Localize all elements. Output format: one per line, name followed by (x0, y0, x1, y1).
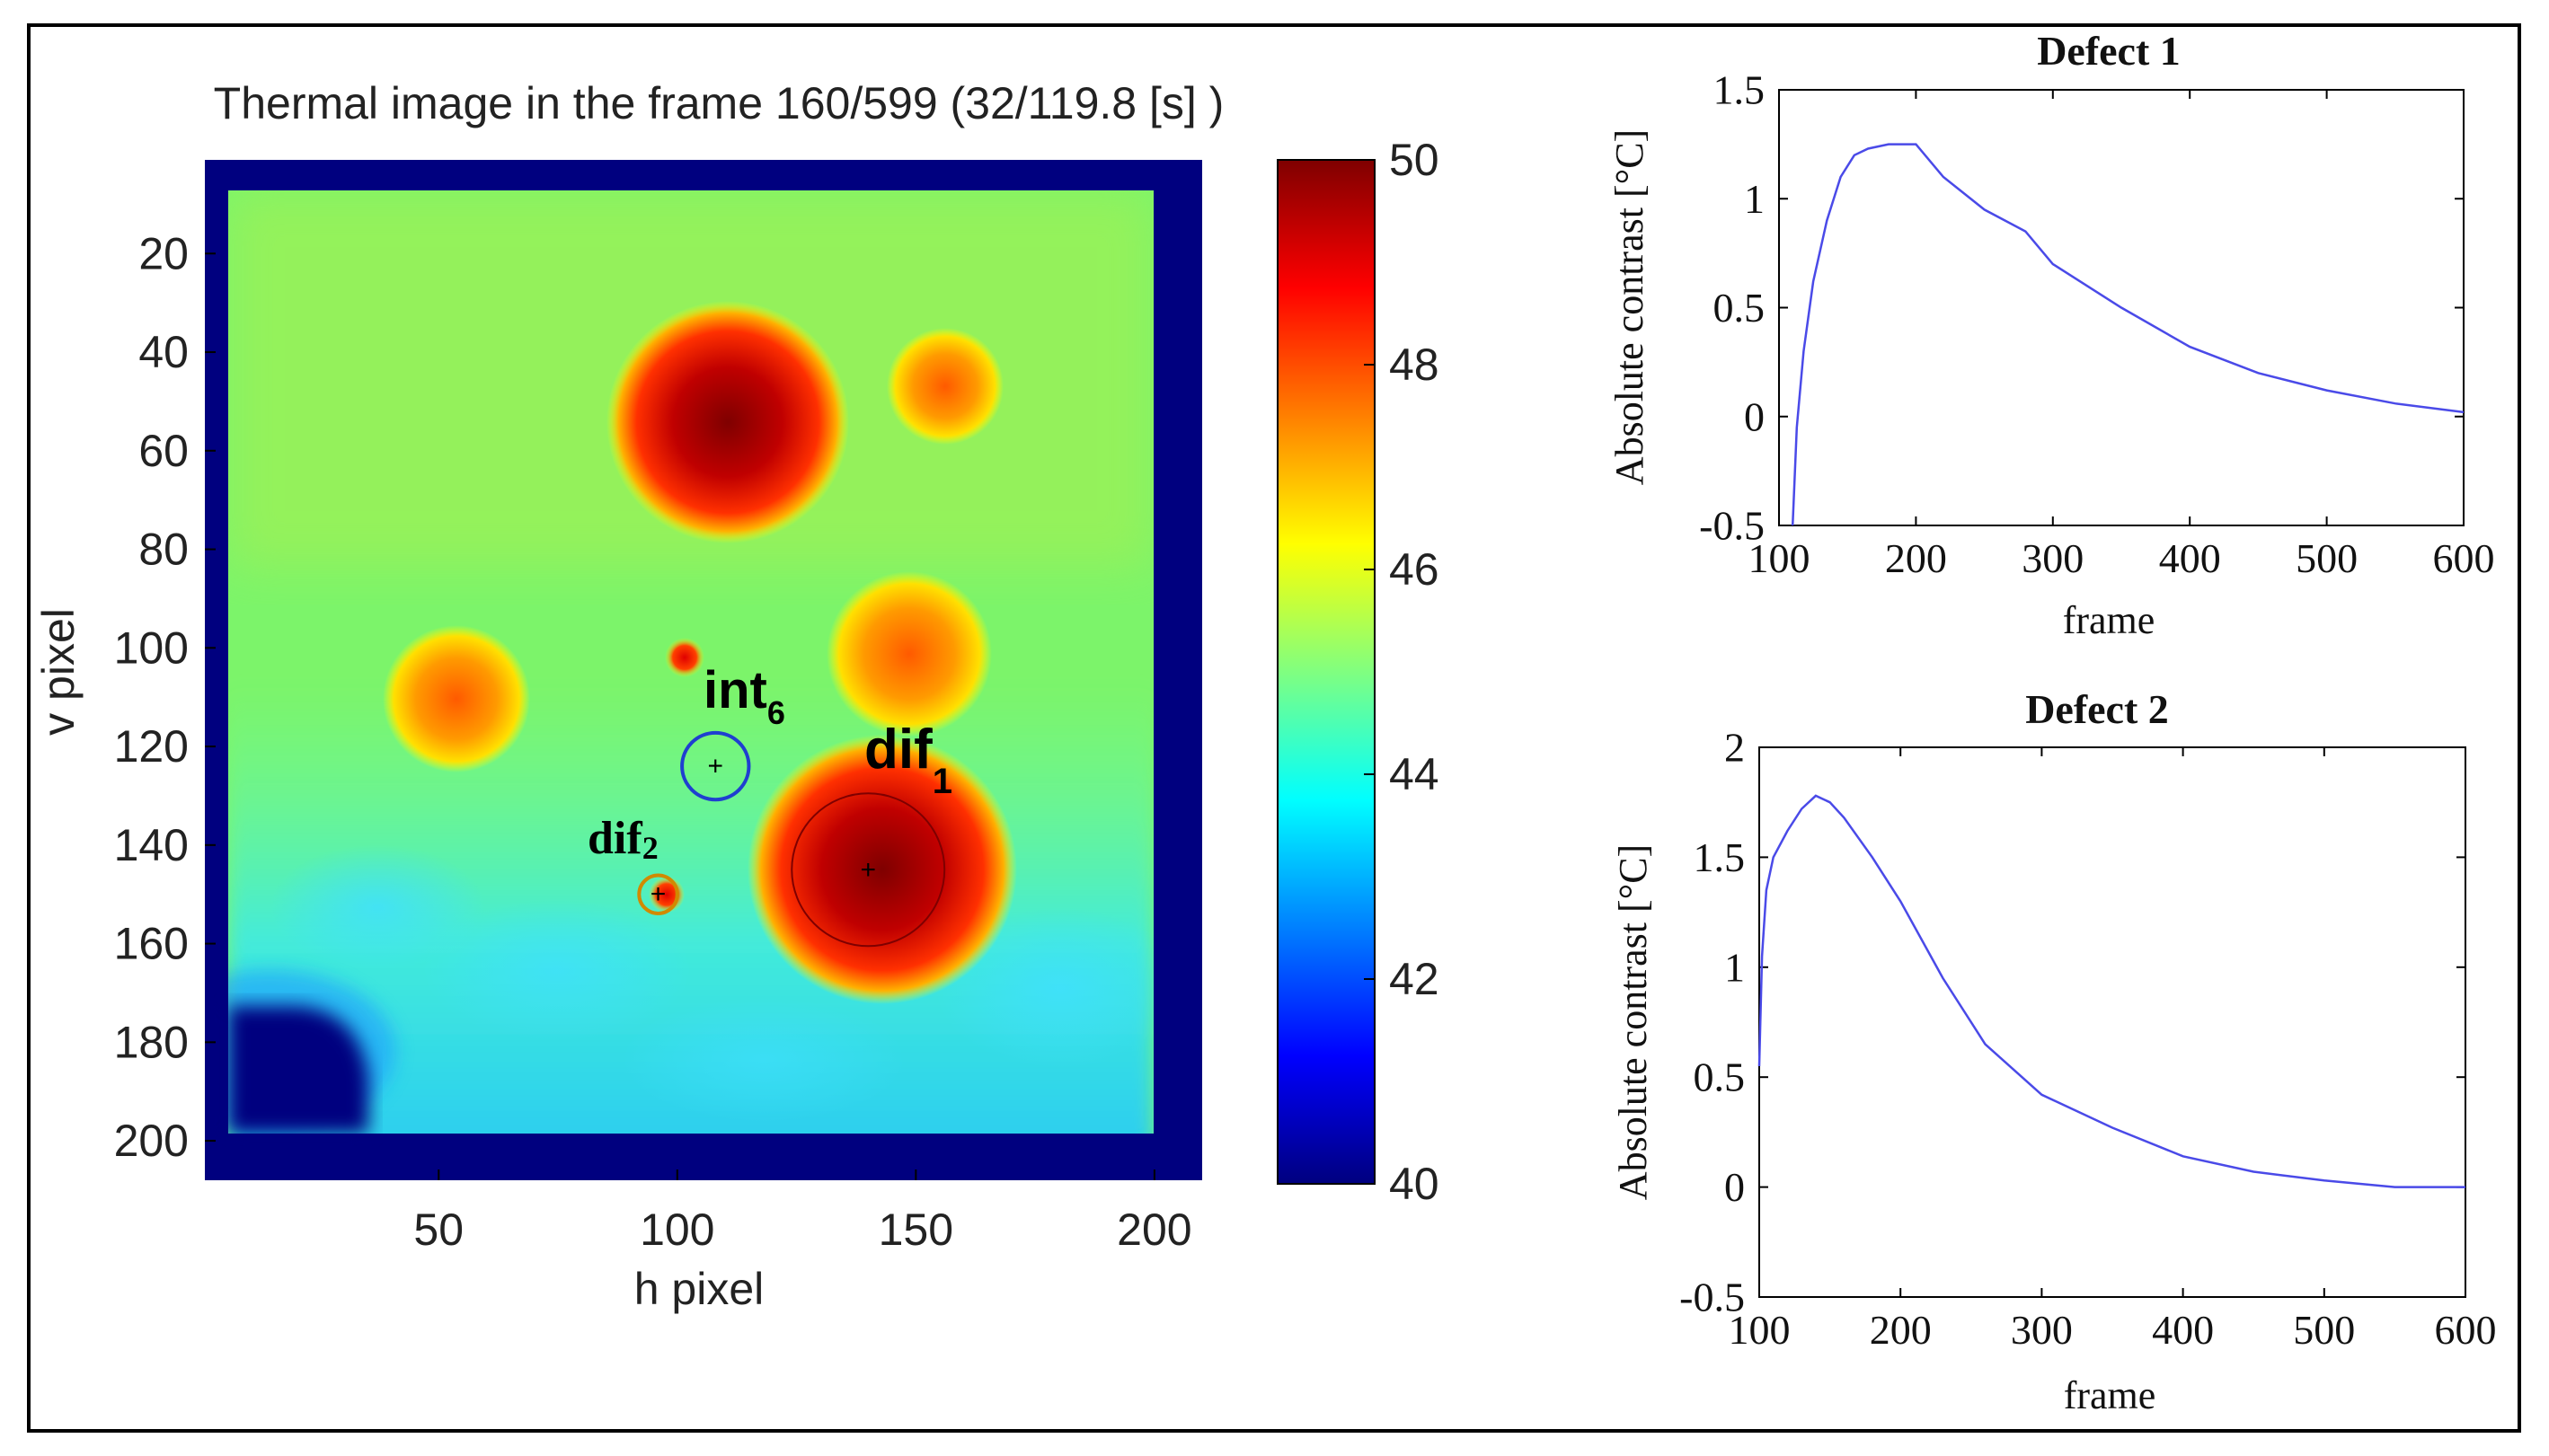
colorbar-tick-label: 50 (1389, 135, 1439, 185)
defect2-x-label: frame (2064, 1373, 2156, 1417)
thermal-y-tick-label: 180 (114, 1017, 189, 1067)
chart-y-tick-label: -0.5 (1699, 503, 1765, 549)
hot-spots (383, 301, 1017, 1004)
chart-x-tick-label: 300 (2011, 1307, 2073, 1353)
thermal-x-tick-label: 200 (1117, 1205, 1191, 1255)
chart-x-tick-label: 500 (2296, 535, 2358, 581)
colorbar-tick-label: 48 (1389, 340, 1439, 390)
roi-dif2-center: + (651, 879, 667, 909)
thermal-x-ticks: 50 100 150 200 (413, 1169, 1192, 1255)
chart-x-tick-label: 400 (2152, 1307, 2214, 1353)
roi-dif1-center: + (860, 855, 876, 885)
cold-corner (228, 1006, 368, 1134)
chart-y-tick-label: 0.5 (1713, 285, 1766, 331)
thermal-title: Thermal image in the frame 160/599 (32/1… (214, 78, 1225, 128)
label-dif2-sub: 2 (642, 830, 659, 866)
hot-spot-right (827, 571, 992, 737)
defect1-title: Defect 1 (2037, 28, 2181, 74)
thermal-y-label: v pixel (33, 608, 84, 736)
chart-y-tick-label: 1.5 (1694, 834, 1746, 880)
thermal-y-tick-label: 120 (114, 721, 189, 772)
colorbar: 50 48 46 44 42 40 (1277, 135, 1439, 1209)
thermal-y-tick-label: 140 (114, 820, 189, 870)
thermal-panel: Thermal image in the frame 160/599 (32/1… (33, 78, 1224, 1314)
thermal-y-tick-label: 160 (114, 919, 189, 969)
defect1-ticks: 100 200 300 400 500 600 1.5 1 0.5 0 -0.5 (1699, 67, 2494, 582)
chart-x-tick-label: 200 (1885, 535, 1947, 581)
colorbar-tick-label: 44 (1389, 749, 1439, 799)
defect2-y-label: Absolute contrast [°C] (1611, 844, 1655, 1200)
defect2-chart: Defect 2 100 200 300 400 500 600 2 1.5 1 0.5 0 -0.5… (1611, 686, 2497, 1417)
label-dif1-sub: 1 (933, 762, 952, 801)
thermal-y-tick-label: 200 (114, 1116, 189, 1166)
colorbar-tick-label: 42 (1389, 954, 1439, 1004)
roi-dif1-circle (791, 792, 946, 948)
chart-x-tick-label: 500 (2293, 1307, 2355, 1353)
thermal-x-tick-label: 100 (640, 1205, 714, 1255)
chart-y-tick-label: 1 (1744, 176, 1765, 222)
chart-y-tick-label: 0 (1724, 1164, 1745, 1210)
defect1-chart: Defect 1 100 200 300 400 500 6001.510.50-0.5 … (1607, 28, 2495, 642)
hot-spot-small (665, 638, 704, 677)
label-int6-sub: 6 (767, 694, 785, 731)
defect1-y-label: Absolute contrast [°C] (1607, 129, 1651, 485)
label-dif1: dif1 (864, 719, 952, 801)
colorbar-tick-label: 46 (1389, 544, 1439, 595)
thermal-y-tick-label: 20 (138, 228, 189, 278)
thermal-x-tick-label: 150 (879, 1205, 953, 1255)
chart-y-tick-label: 1.5 (1713, 67, 1766, 113)
chart-x-tick-label: 600 (2435, 1307, 2497, 1353)
colorbar-tick-label: 40 (1389, 1159, 1439, 1209)
defect1-x-label: frame (2063, 598, 2155, 642)
label-dif2: dif2 (588, 813, 659, 866)
label-dif1-base: dif (864, 719, 933, 781)
thermal-y-ticks: 20 40 60 80 100 120 140 160 180 200 (114, 228, 216, 1166)
label-int6-base: int (704, 661, 767, 719)
colorbar-gradient (1277, 159, 1376, 1185)
chart-x-tick-label: 100 (1729, 1307, 1791, 1353)
label-int6: int6 (704, 661, 785, 731)
thermal-y-tick-label: 80 (138, 525, 189, 575)
chart-x-tick-label: 200 (1870, 1307, 1932, 1353)
chart-y-tick-label: -0.5 (1679, 1275, 1745, 1320)
chart-y-tick-label: 1 (1724, 944, 1745, 990)
hot-spot-top (606, 301, 849, 543)
defect2-axes (1758, 746, 2466, 1298)
defect1-series-line (1791, 143, 2465, 526)
hot-spot-left (383, 625, 530, 772)
hot-spot-top-right (887, 328, 1004, 445)
chart-x-tick-label: 100 (1748, 535, 1810, 581)
thermal-x-tick-label: 50 (413, 1205, 464, 1255)
roi-int6-center: + (708, 752, 724, 781)
chart-x-tick-label: 300 (2022, 535, 2084, 581)
defect2-title: Defect 2 (2025, 686, 2169, 732)
colorbar-ticks: 50 48 46 44 42 40 (1364, 135, 1439, 1209)
roi-dif2-circle (637, 873, 679, 915)
chart-x-tick-label: 400 (2159, 535, 2221, 581)
chart-y-tick-label: 0.5 (1694, 1054, 1746, 1100)
hot-spot-dif1 (748, 735, 1017, 1004)
chart-y-tick-label: 0 (1744, 393, 1765, 439)
thermal-y-tick-label: 40 (138, 327, 189, 377)
thermal-x-label: h pixel (634, 1264, 765, 1314)
label-dif2-base: dif (588, 813, 642, 864)
chart-y-tick-label: 2 (1724, 725, 1745, 771)
defect2-series-line (1757, 794, 2465, 1188)
roi-int6-circle (680, 730, 751, 802)
thermal-y-tick-label: 60 (138, 426, 189, 476)
thermal-y-tick-label: 100 (114, 622, 189, 673)
chart-x-tick-label: 600 (2433, 535, 2495, 581)
